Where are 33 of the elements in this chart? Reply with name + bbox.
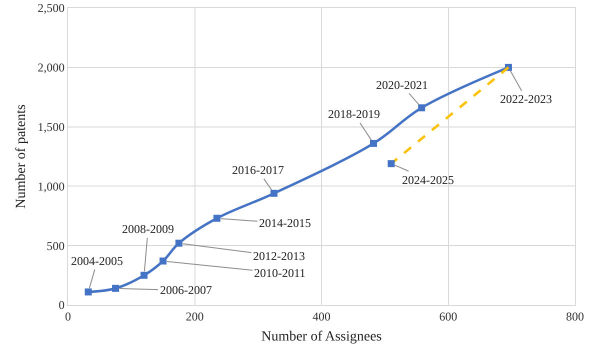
annotation: 2018-2019 xyxy=(328,107,380,121)
y-tick-label: 1,500 xyxy=(38,120,65,134)
annotation: 2008-2009 xyxy=(122,222,174,236)
point xyxy=(270,190,278,197)
y-tick-label: 0 xyxy=(58,298,65,312)
annotation: 2022-2023 xyxy=(500,92,552,106)
y-tick-label: 500 xyxy=(46,238,65,253)
annotation: 2020-2021 xyxy=(376,78,428,92)
x-tick-label: 600 xyxy=(439,309,458,324)
point xyxy=(418,104,426,112)
point xyxy=(175,240,182,247)
x-tick-label: 800 xyxy=(566,309,584,324)
annotation: 2012-2013 xyxy=(253,249,305,263)
point xyxy=(213,214,220,222)
y-axis-title: Number of patents xyxy=(14,104,30,209)
point xyxy=(112,284,120,292)
annotation: 2016-2017 xyxy=(232,163,284,177)
x-axis-title: Number of Assignees xyxy=(261,330,382,345)
x-tick-label: 200 xyxy=(186,309,204,324)
point xyxy=(388,160,395,168)
annotation: 2006-2007 xyxy=(160,283,212,297)
annotation: 2010-2011 xyxy=(254,266,306,280)
point xyxy=(140,272,148,279)
annotation: 2024-2025 xyxy=(402,173,454,187)
annotation: 2004-2005 xyxy=(71,254,123,268)
x-tick-label: 400 xyxy=(312,309,330,324)
y-tick-label: 2,000 xyxy=(38,60,65,75)
point xyxy=(84,288,92,296)
point xyxy=(370,140,377,147)
annotation: 2014-2015 xyxy=(259,216,311,230)
y-tick-label: 2,500 xyxy=(38,1,65,16)
y-tick-label: 1,000 xyxy=(38,179,65,194)
point xyxy=(160,258,167,265)
